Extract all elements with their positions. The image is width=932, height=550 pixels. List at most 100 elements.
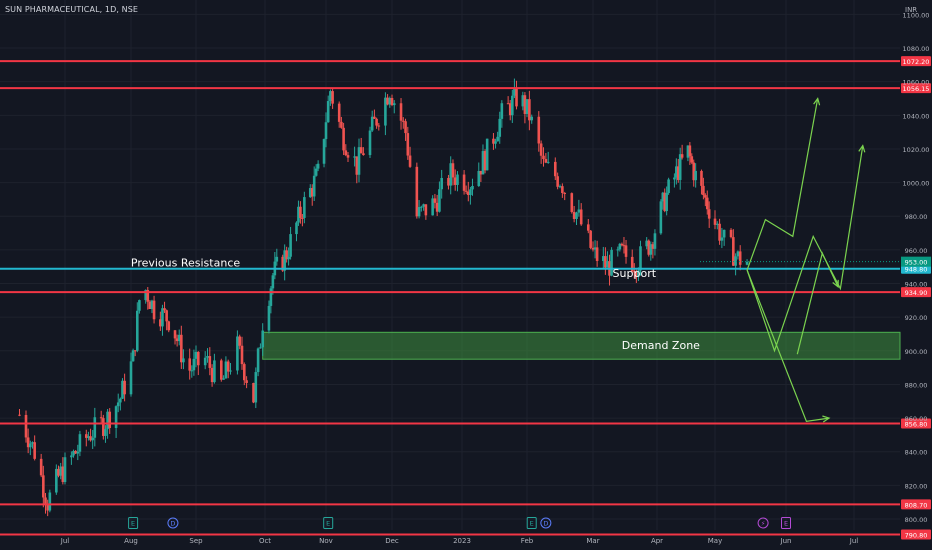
candle-body bbox=[604, 256, 607, 268]
candle-body bbox=[622, 245, 626, 247]
candle-body bbox=[399, 103, 403, 121]
candle-body bbox=[546, 161, 550, 163]
annotation-label[interactable]: Previous Resistance bbox=[131, 257, 240, 270]
candle-body bbox=[704, 195, 707, 198]
y-tick-label: 880.00 bbox=[905, 381, 928, 389]
candle-body bbox=[513, 87, 516, 96]
demand-zone-rect[interactable] bbox=[262, 331, 901, 360]
event-split-icon[interactable] bbox=[757, 517, 769, 529]
candle-body bbox=[373, 116, 376, 119]
candle-body bbox=[676, 166, 680, 180]
candle-body bbox=[453, 177, 457, 185]
candle-body bbox=[61, 466, 65, 483]
projection-path[interactable] bbox=[796, 251, 839, 355]
projection-path[interactable] bbox=[746, 145, 864, 353]
candle-body bbox=[390, 97, 394, 106]
candle-body bbox=[415, 166, 419, 217]
candle-body bbox=[420, 206, 423, 208]
time-axis[interactable]: Jul Aug Sep Oct Nov Dec 2023 Feb Mar Apr May Jun Jul bbox=[60, 537, 859, 545]
candle-body bbox=[368, 130, 372, 156]
candle-body bbox=[104, 429, 107, 436]
candle-body bbox=[240, 345, 244, 365]
candle-body bbox=[530, 116, 534, 121]
candle-body bbox=[375, 118, 378, 126]
candle-body bbox=[163, 308, 166, 311]
candle-body bbox=[26, 437, 30, 448]
x-tick-label: Jul bbox=[60, 537, 70, 545]
y-tick-label: 1000.00 bbox=[903, 180, 930, 188]
candle-body bbox=[462, 174, 466, 191]
candle-body bbox=[370, 116, 374, 131]
candle-body bbox=[589, 230, 592, 248]
candle-body bbox=[91, 437, 94, 441]
candle-body bbox=[146, 290, 150, 302]
projection-path[interactable] bbox=[746, 269, 830, 423]
candle-body bbox=[392, 103, 396, 106]
candle-body bbox=[362, 153, 365, 156]
level-price-label: 1056.15 bbox=[903, 85, 930, 93]
candle-body bbox=[500, 103, 504, 119]
candle-body bbox=[675, 166, 678, 178]
event-earnings-icon[interactable] bbox=[128, 517, 139, 529]
candle-body bbox=[314, 168, 318, 176]
candle-body bbox=[729, 229, 733, 238]
candle-body bbox=[261, 330, 264, 348]
annotation-label[interactable]: Demand Zone bbox=[622, 339, 700, 352]
candle-body bbox=[99, 417, 103, 419]
candle-body bbox=[121, 380, 124, 399]
candle-body bbox=[243, 364, 246, 381]
candle-body bbox=[620, 243, 624, 246]
candle-body bbox=[24, 414, 28, 438]
candle-body bbox=[558, 186, 562, 188]
candle-body bbox=[267, 305, 271, 331]
candle-body bbox=[492, 138, 495, 144]
x-tick-label: Apr bbox=[651, 537, 663, 545]
candle-body bbox=[422, 204, 425, 207]
candle-body bbox=[433, 198, 437, 203]
candle-body bbox=[89, 436, 92, 441]
candle-body bbox=[616, 249, 620, 251]
candle-body bbox=[738, 251, 742, 265]
candle-body bbox=[713, 218, 717, 225]
candle-body bbox=[222, 378, 225, 380]
event-dividend-icon[interactable] bbox=[167, 517, 179, 529]
event-dividend-icon[interactable] bbox=[540, 517, 552, 529]
candle-body bbox=[283, 250, 286, 271]
candle-body bbox=[593, 247, 597, 250]
candle-body bbox=[639, 246, 642, 271]
candle-body bbox=[322, 139, 326, 164]
annotation-label[interactable]: Support bbox=[613, 267, 657, 280]
price-axis[interactable]: 800.00 820.00 840.00 860.00 880.00 900.00 920.… bbox=[903, 11, 930, 524]
last-price-label: 953.00 bbox=[905, 259, 928, 267]
candle-body bbox=[388, 97, 392, 105]
projection-arrowhead bbox=[858, 144, 866, 153]
event-earnings-icon[interactable] bbox=[781, 517, 791, 529]
event-earnings-icon[interactable] bbox=[526, 517, 537, 529]
candle-body bbox=[665, 192, 668, 212]
y-tick-label: 800.00 bbox=[905, 516, 928, 524]
candle-body bbox=[281, 256, 285, 271]
symbol-title[interactable]: SUN PHARMACEUTICAL, 1D, NSE bbox=[5, 5, 139, 14]
candle-body bbox=[431, 198, 434, 216]
candle-body bbox=[663, 192, 667, 212]
candle-body bbox=[87, 436, 90, 438]
candle-body bbox=[537, 116, 541, 144]
candle-body bbox=[18, 414, 21, 416]
candle-body bbox=[694, 170, 697, 181]
candle-body bbox=[553, 161, 557, 177]
last-price-tag bbox=[901, 256, 931, 267]
candle-body bbox=[424, 204, 428, 216]
candle-body bbox=[401, 120, 405, 122]
y-tick-label: 1100.00 bbox=[903, 11, 930, 19]
projection-path[interactable] bbox=[746, 98, 819, 271]
candle-body bbox=[466, 191, 470, 196]
candle-body bbox=[637, 270, 640, 277]
candle-body bbox=[173, 330, 177, 339]
candle-body bbox=[496, 136, 499, 142]
event-earnings-icon[interactable] bbox=[323, 517, 334, 529]
y-tick-label: 980.00 bbox=[905, 213, 928, 221]
candle-body bbox=[59, 466, 62, 476]
candle-body bbox=[312, 175, 316, 197]
projection-arrowhead bbox=[813, 97, 821, 106]
